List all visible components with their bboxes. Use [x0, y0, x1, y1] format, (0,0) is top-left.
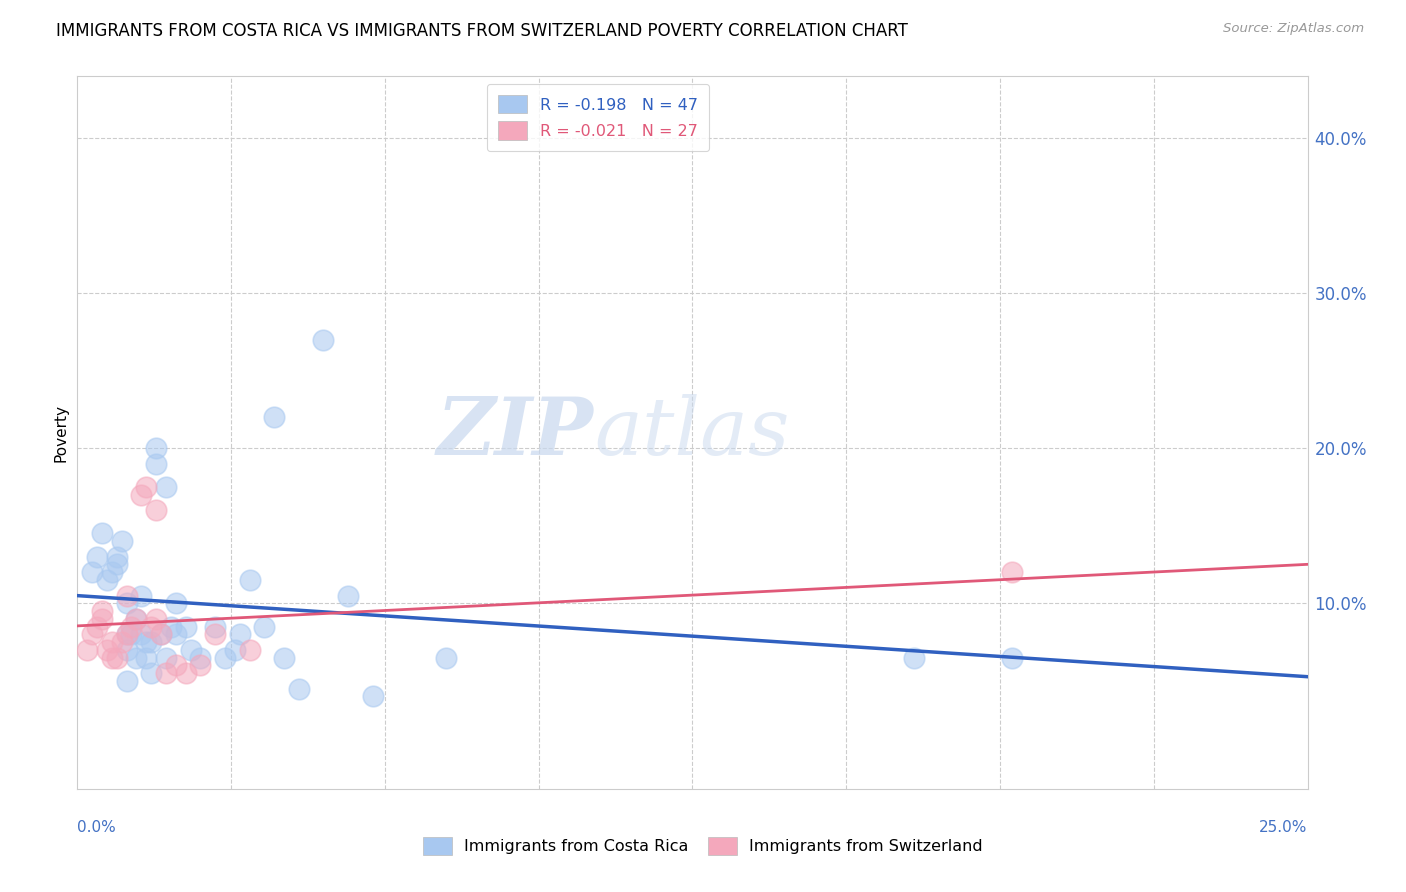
- Point: [131, 488, 153, 502]
- Point: [82, 627, 104, 641]
- Point: [82, 566, 104, 580]
- Point: [204, 619, 226, 633]
- Point: [141, 635, 163, 649]
- Point: [312, 333, 335, 347]
- Point: [253, 619, 276, 633]
- Point: [903, 650, 925, 665]
- Point: [121, 619, 143, 633]
- Point: [111, 635, 132, 649]
- Point: [150, 627, 173, 641]
- Point: [135, 650, 157, 665]
- Point: [141, 666, 163, 681]
- Point: [86, 549, 108, 564]
- Point: [436, 650, 458, 665]
- Point: [273, 650, 295, 665]
- Point: [239, 573, 262, 587]
- Point: [90, 526, 114, 541]
- Point: [288, 681, 311, 696]
- Point: [145, 441, 167, 455]
- Point: [361, 690, 384, 704]
- Point: [125, 650, 148, 665]
- Point: [190, 658, 212, 673]
- Point: [337, 589, 360, 603]
- Point: [115, 673, 138, 688]
- Point: [90, 612, 114, 626]
- Point: [125, 612, 148, 626]
- Text: atlas: atlas: [595, 394, 789, 471]
- Point: [135, 635, 157, 649]
- Text: Source: ZipAtlas.com: Source: ZipAtlas.com: [1223, 22, 1364, 36]
- Point: [86, 619, 108, 633]
- Point: [155, 666, 177, 681]
- Point: [1001, 650, 1024, 665]
- Point: [145, 503, 167, 517]
- Point: [174, 666, 197, 681]
- Point: [165, 596, 187, 610]
- Point: [125, 612, 148, 626]
- Point: [115, 589, 138, 603]
- Point: [1001, 566, 1024, 580]
- Point: [174, 619, 197, 633]
- Point: [101, 566, 124, 580]
- Point: [105, 650, 128, 665]
- Point: [115, 627, 138, 641]
- Point: [155, 650, 177, 665]
- Point: [165, 658, 187, 673]
- Point: [96, 642, 118, 657]
- Point: [190, 650, 212, 665]
- Point: [90, 604, 114, 618]
- Point: [160, 619, 183, 633]
- Point: [131, 589, 153, 603]
- Point: [214, 650, 236, 665]
- Point: [224, 642, 246, 657]
- Legend: R = -0.198   N = 47, R = -0.021   N = 27: R = -0.198 N = 47, R = -0.021 N = 27: [488, 84, 709, 151]
- Point: [180, 642, 202, 657]
- Point: [145, 612, 167, 626]
- Legend: Immigrants from Costa Rica, Immigrants from Switzerland: Immigrants from Costa Rica, Immigrants f…: [416, 830, 990, 862]
- Point: [155, 480, 177, 494]
- Text: IMMIGRANTS FROM COSTA RICA VS IMMIGRANTS FROM SWITZERLAND POVERTY CORRELATION CH: IMMIGRANTS FROM COSTA RICA VS IMMIGRANTS…: [56, 22, 908, 40]
- Text: ZIP: ZIP: [437, 394, 595, 471]
- Y-axis label: Poverty: Poverty: [53, 403, 69, 462]
- Point: [105, 558, 128, 572]
- Point: [101, 635, 124, 649]
- Text: 25.0%: 25.0%: [1260, 821, 1308, 835]
- Point: [115, 642, 138, 657]
- Point: [145, 457, 167, 471]
- Point: [115, 596, 138, 610]
- Point: [121, 627, 143, 641]
- Point: [96, 573, 118, 587]
- Point: [229, 627, 252, 641]
- Point: [165, 627, 187, 641]
- Point: [115, 627, 138, 641]
- Text: 0.0%: 0.0%: [77, 821, 117, 835]
- Point: [150, 627, 173, 641]
- Point: [141, 619, 163, 633]
- Point: [76, 642, 98, 657]
- Point: [101, 650, 124, 665]
- Point: [105, 549, 128, 564]
- Point: [239, 642, 262, 657]
- Point: [263, 410, 285, 425]
- Point: [135, 480, 157, 494]
- Point: [204, 627, 226, 641]
- Point: [131, 627, 153, 641]
- Point: [111, 534, 132, 549]
